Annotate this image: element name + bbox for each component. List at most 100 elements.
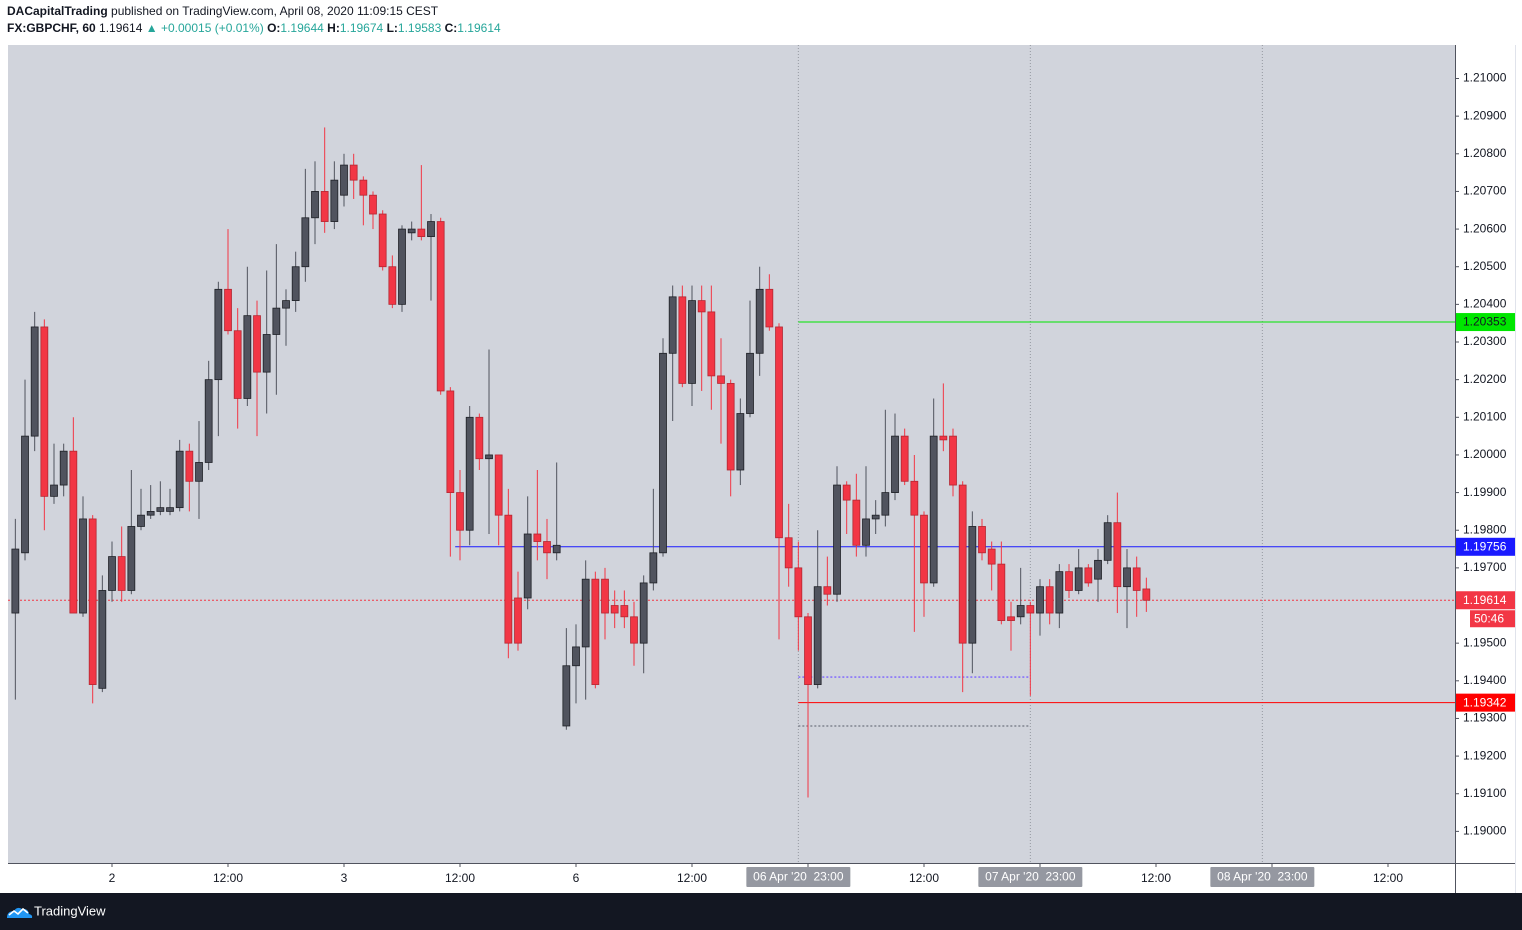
candle-body (59, 450, 68, 486)
candle-body (146, 511, 155, 516)
candle-body (1094, 559, 1102, 580)
candle-body (929, 435, 938, 584)
candle-body (436, 221, 445, 392)
close-value: 1.19614 (457, 21, 501, 35)
candle-body (1045, 586, 1054, 614)
candle-body (601, 578, 609, 614)
candle-body (427, 221, 435, 238)
y-tick-label: 1.20300 (1463, 334, 1507, 348)
candle-body (842, 484, 851, 501)
candle-body (852, 499, 861, 546)
candle-body (214, 288, 223, 381)
y-tick-label: 1.20100 (1463, 409, 1507, 423)
candle-body (369, 194, 377, 215)
y-tick-label: 1.20200 (1463, 372, 1507, 386)
candle-body (407, 228, 416, 234)
candle-body (668, 296, 677, 354)
candle-body (1036, 586, 1044, 614)
y-tick-label: 1.19700 (1463, 560, 1507, 574)
publisher: DACapitalTrading (7, 4, 108, 18)
y-tick-label: 1.19500 (1463, 635, 1507, 649)
candle-body (127, 526, 136, 591)
candle-body (717, 375, 725, 384)
session-label-box (746, 867, 851, 887)
y-tick-label: 1.20000 (1463, 447, 1507, 461)
candle-body (978, 526, 986, 554)
candle-body (311, 191, 319, 219)
candle-body (591, 578, 600, 685)
session-label: 07 Apr '20 23:00 (985, 870, 1076, 884)
candle-body (833, 484, 841, 595)
x-tick-label: 12:00 (909, 871, 939, 885)
candle-body (804, 616, 812, 685)
x-tick-label: 12:00 (677, 871, 707, 885)
chart-layer: 1.19000 1.19100 1.19200 1.19300 1.19400 1.195… (8, 45, 1515, 887)
header-line-1: DACapitalTrading published on TradingVie… (7, 4, 439, 18)
y-tick-label: 1.19800 (1463, 522, 1507, 536)
x-tick-label: 12:00 (1141, 871, 1171, 885)
y-tick-label: 1.20400 (1463, 297, 1507, 311)
countdown-label: 50:46 (1474, 611, 1504, 625)
header-line-2: FX:GBPCHF, 60 1.19614 ▲ +0.00015 (+0.01%… (7, 21, 501, 35)
candle-body (862, 518, 870, 546)
open-value: 1.19644 (280, 21, 324, 35)
candle-body (98, 590, 107, 689)
last-price-box (1456, 591, 1515, 610)
high-label: H: (327, 21, 340, 35)
logo-line (8, 907, 29, 916)
candle-body (639, 582, 648, 644)
last-price: 1.19614 (99, 21, 143, 35)
level-label: 1.20353 (1463, 315, 1507, 329)
close-label: C: (445, 21, 458, 35)
candle-body (137, 514, 145, 527)
candle-body (204, 379, 213, 463)
candle-body (330, 179, 339, 222)
candle-body (1123, 567, 1131, 588)
candle-body (253, 315, 261, 373)
candle-body (243, 315, 252, 399)
x-tick-label: 6 (573, 871, 580, 885)
symbol: FX:GBPCHF, 60 (7, 21, 96, 35)
low-value: 1.19583 (398, 21, 442, 35)
candle-body (649, 552, 658, 584)
candle-body (282, 300, 290, 309)
candle-body (871, 514, 880, 520)
y-tick-label: 1.20900 (1463, 108, 1507, 122)
candle-body (79, 518, 87, 614)
candle-body (1132, 567, 1141, 591)
x-tick-label: 12:00 (445, 871, 475, 885)
y-tick-label: 1.20600 (1463, 221, 1507, 235)
candle-body (504, 514, 513, 644)
candle-body (156, 507, 165, 512)
candle-body (175, 450, 184, 509)
candle-body (755, 288, 764, 354)
y-tick-label: 1.20500 (1463, 259, 1507, 273)
candle-body (813, 586, 822, 685)
candle-body (900, 435, 909, 482)
candle-body (997, 563, 1006, 621)
candle-body (881, 492, 890, 516)
candle-body (543, 541, 551, 554)
published: published on TradingView.com, April 08, … (111, 4, 439, 18)
candle-body (108, 556, 116, 591)
candle-body (688, 300, 696, 384)
candle-body (195, 462, 203, 482)
candle-body (910, 480, 919, 516)
countdown-box (1470, 610, 1515, 628)
level-label-box (1456, 693, 1515, 712)
candle-body (50, 484, 58, 497)
candle-body (465, 416, 474, 531)
candle-body (11, 548, 20, 614)
candle-body (446, 390, 455, 493)
candle-body (40, 326, 49, 497)
candle-body (301, 217, 310, 268)
candle-body (920, 514, 928, 584)
low-label: L: (387, 21, 398, 35)
candle-body (939, 435, 948, 441)
candle-body (1142, 588, 1151, 601)
candle-body (678, 296, 687, 384)
candle-body (1074, 567, 1083, 591)
y-tick-label: 1.19000 (1463, 824, 1507, 838)
candle-body (1026, 605, 1035, 614)
tradingview-logo (7, 907, 33, 918)
